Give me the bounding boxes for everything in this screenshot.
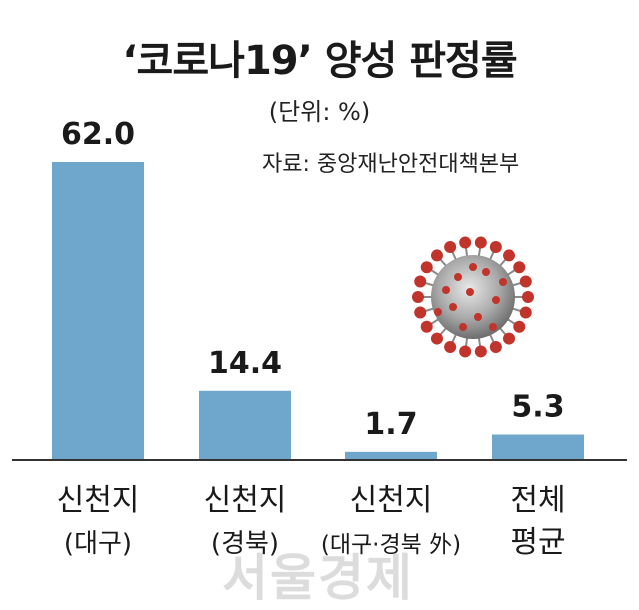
category-label: (대구·경북 外) — [321, 532, 461, 558]
bar — [199, 390, 291, 460]
category-label: 평균 — [510, 525, 565, 560]
category-label: 신천지 — [57, 483, 140, 518]
bar — [345, 451, 437, 460]
category-label: (경북) — [211, 529, 279, 559]
source-label: 자료: 중앙재난안전대책본부 — [262, 152, 520, 177]
data-label: 5.3 — [511, 390, 564, 425]
watermark: 서울경제 — [222, 549, 414, 607]
coronavirus-icon — [412, 236, 534, 358]
category-label: 신천지 — [350, 483, 433, 518]
data-label: 14.4 — [208, 346, 282, 381]
chart-title: ‘코로나19’ 양성 판정률 — [122, 38, 517, 84]
bar — [52, 162, 144, 460]
data-label: 1.7 — [364, 407, 417, 442]
bar — [492, 434, 584, 460]
data-label: 62.0 — [61, 117, 135, 152]
category-label: 전체 — [510, 483, 565, 518]
category-label: 신천지 — [204, 483, 287, 518]
unit-label: (단위: %) — [268, 98, 371, 126]
category-label: (대구) — [64, 529, 132, 559]
